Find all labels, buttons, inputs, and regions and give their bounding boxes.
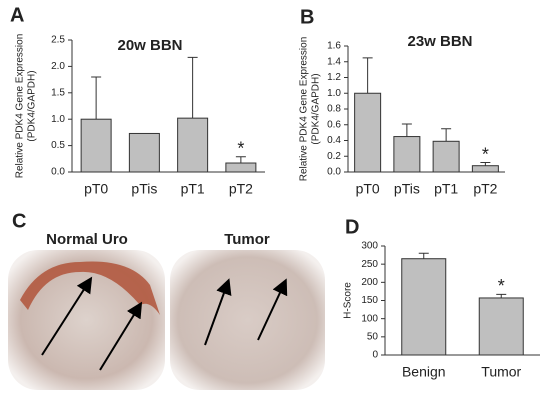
x-tick-label: Tumor — [481, 364, 521, 380]
panel-label: A — [10, 4, 24, 26]
x-tick-label: pTis — [131, 181, 157, 197]
bar — [80, 118, 112, 173]
error-bar — [441, 128, 452, 142]
y-tick-label: 0 — [372, 350, 378, 361]
y-tick-label: 0.5 — [51, 140, 65, 151]
y-tick-label: 1.0 — [51, 114, 65, 125]
y-tick-label: 100 — [361, 313, 378, 324]
annotation: * — [237, 138, 244, 158]
chart-title: 20w BBN — [117, 37, 182, 54]
bar — [225, 162, 257, 173]
y-tick-label: 50 — [367, 331, 379, 342]
image-label: Tumor — [224, 231, 270, 248]
y-axis-label: (PDK4/GAPDH) — [311, 73, 322, 144]
bar — [177, 117, 209, 173]
annotation: * — [498, 276, 505, 296]
bar — [393, 136, 421, 173]
y-axis-label: Relative PDK4 Gene Expression — [299, 37, 310, 182]
x-tick-label: pT1 — [181, 181, 205, 197]
bar — [478, 297, 524, 356]
error-bar — [418, 252, 429, 259]
error-bar — [187, 56, 198, 119]
x-tick-label: Benign — [402, 364, 446, 380]
y-tick-label: 1.0 — [327, 88, 341, 99]
y-tick-label: 150 — [361, 295, 378, 306]
x-tick-label: pT0 — [356, 181, 380, 197]
y-tick-label: 200 — [361, 277, 378, 288]
panel-label: C — [12, 210, 26, 232]
y-tick-label: 1.5 — [51, 87, 65, 98]
y-tick-label: 0.4 — [327, 135, 341, 146]
y-tick-label: 0.0 — [51, 167, 65, 178]
x-tick-label: pTis — [394, 181, 420, 197]
y-tick-label: 2.5 — [51, 35, 65, 46]
bar — [432, 140, 460, 173]
error-bar — [480, 162, 491, 166]
y-tick-label: 0.6 — [327, 119, 341, 130]
y-axis-label: Relative PDK4 Gene Expression — [15, 34, 26, 179]
x-tick-label: pT2 — [473, 181, 497, 197]
error-bar — [235, 156, 246, 164]
y-tick-label: 0.8 — [327, 104, 341, 115]
panel-label: B — [300, 6, 314, 28]
y-tick-label: 0.2 — [327, 151, 341, 162]
y-tick-label: 300 — [361, 241, 378, 252]
image-label: Normal Uro — [46, 231, 128, 248]
annotation: * — [482, 144, 489, 164]
bar — [401, 258, 447, 356]
chart-title: 23w BBN — [407, 33, 472, 50]
bar — [128, 132, 160, 173]
tissue-image — [8, 250, 165, 390]
y-tick-label: 1.6 — [327, 41, 341, 52]
tissue-image — [170, 250, 325, 390]
y-axis-label: (PDK4/GAPDH) — [27, 70, 38, 141]
error-bar — [496, 293, 507, 298]
x-tick-label: pT2 — [229, 181, 253, 197]
panel-label: D — [345, 216, 359, 238]
y-tick-label: 0.0 — [327, 167, 341, 178]
error-bar — [91, 76, 102, 120]
x-tick-label: pT1 — [434, 181, 458, 197]
y-tick-label: 250 — [361, 259, 378, 270]
bar — [471, 165, 499, 173]
y-tick-label: 1.2 — [327, 72, 341, 83]
y-tick-label: 1.4 — [327, 56, 341, 67]
x-tick-label: pT0 — [84, 181, 108, 197]
error-bar — [362, 57, 373, 94]
y-tick-label: 2.0 — [51, 61, 65, 72]
error-bar — [401, 123, 412, 137]
bar — [354, 92, 382, 173]
y-axis-label: H-Score — [343, 282, 354, 319]
